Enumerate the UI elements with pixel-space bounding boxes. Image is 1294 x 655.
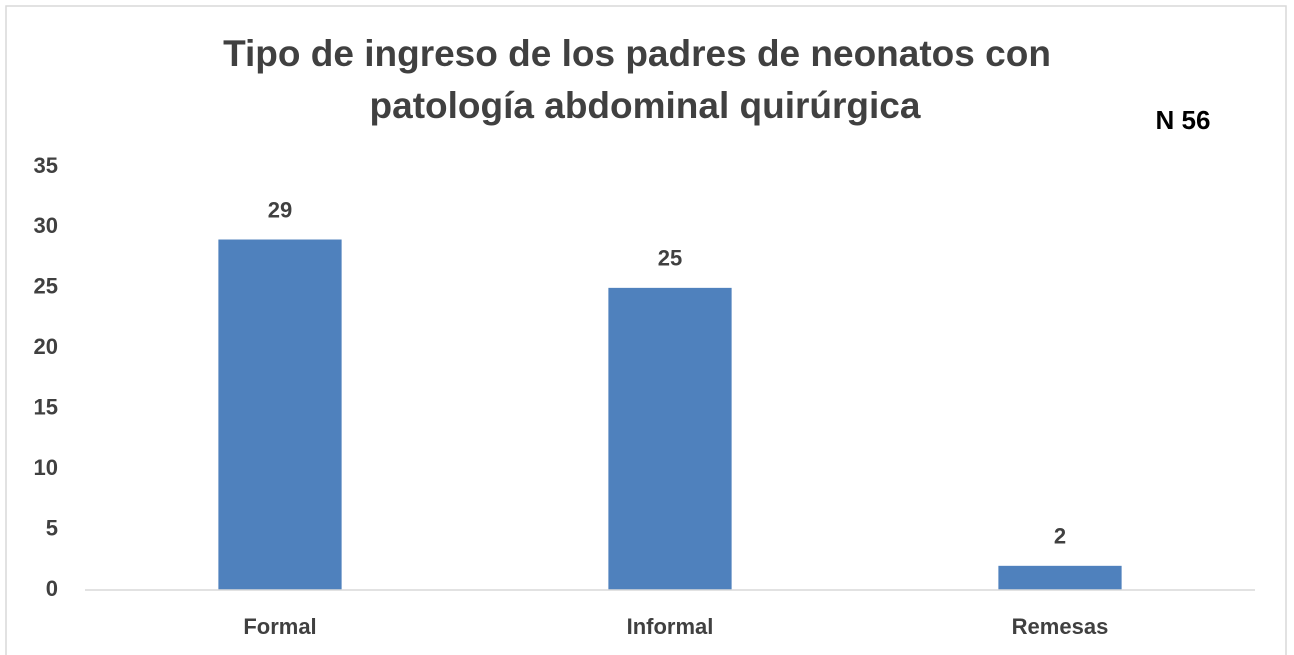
y-tick-label: 25 [34, 274, 58, 299]
annotation: N 56 [1156, 105, 1211, 135]
bar [218, 239, 342, 590]
data-label: 29 [268, 197, 292, 222]
y-tick-label: 20 [34, 334, 58, 359]
y-tick-label: 5 [46, 515, 58, 540]
x-tick-label: Informal [627, 614, 714, 639]
chart-title: patología abdominal quirúrgica [370, 85, 921, 126]
data-label: 2 [1054, 524, 1066, 549]
y-tick-label: 0 [46, 576, 58, 601]
data-label: 25 [658, 246, 682, 271]
y-tick-label: 15 [34, 395, 58, 420]
chart-title: Tipo de ingreso de los padres de neonato… [223, 33, 1051, 74]
y-tick-label: 10 [34, 455, 58, 480]
bar [998, 565, 1122, 590]
x-tick-label: Formal [243, 614, 316, 639]
bar [608, 287, 732, 590]
y-tick-label: 35 [34, 153, 58, 178]
y-tick-label: 30 [34, 213, 58, 238]
x-tick-label: Remesas [1012, 614, 1109, 639]
